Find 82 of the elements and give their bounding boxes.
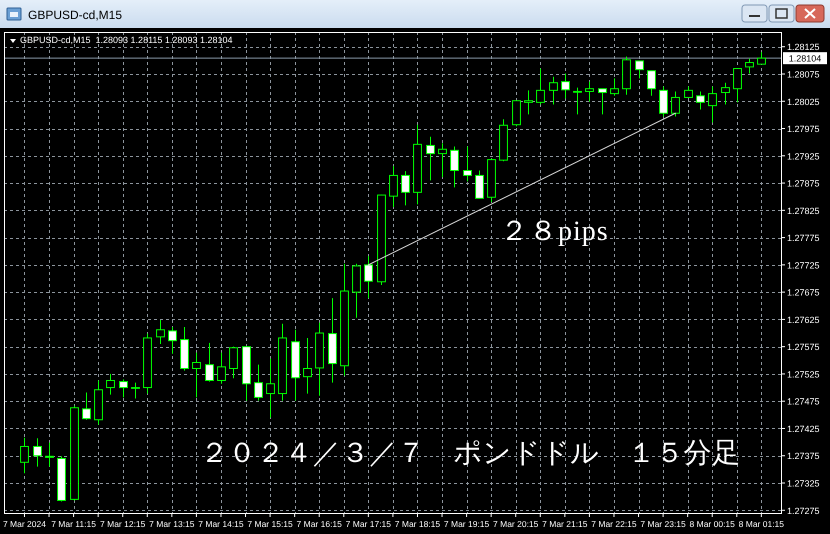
y-tick-label: 1.27275 bbox=[787, 506, 820, 516]
x-tick-label: 7 Mar 13:15 bbox=[149, 519, 195, 529]
x-tick-label: 7 Mar 11:15 bbox=[51, 519, 96, 529]
candlestick bbox=[647, 70, 656, 96]
y-tick-label: 1.27325 bbox=[787, 478, 820, 489]
candlestick bbox=[463, 146, 472, 182]
candlestick bbox=[266, 358, 275, 418]
candlestick bbox=[524, 90, 533, 115]
x-tick-label: 7 Mar 22:15 bbox=[591, 519, 637, 529]
candlestick bbox=[659, 86, 668, 118]
candlestick bbox=[745, 58, 754, 74]
candlestick bbox=[106, 373, 115, 396]
x-tick-label: 7 Mar 14:15 bbox=[198, 519, 244, 529]
x-tick-label: 7 Mar 16:15 bbox=[296, 519, 342, 529]
y-tick-label: 1.27525 bbox=[787, 369, 820, 380]
candlestick bbox=[156, 319, 165, 344]
y-tick-label: 1.27925 bbox=[787, 151, 820, 162]
candlestick bbox=[119, 378, 128, 398]
chart-subtitle: GBPUSD-cd,M15 1.28093 1.28115 1.28093 1.28104 bbox=[20, 35, 232, 45]
candlestick bbox=[254, 364, 263, 402]
candlestick bbox=[168, 326, 177, 354]
x-tick-label: 7 Mar 20:15 bbox=[493, 519, 539, 529]
candlestick bbox=[733, 68, 742, 103]
candlestick bbox=[450, 146, 459, 188]
candlestick bbox=[512, 100, 521, 127]
y-tick-label: 1.27425 bbox=[787, 424, 820, 434]
y-tick-label: 1.28025 bbox=[787, 96, 820, 107]
candlestick bbox=[684, 86, 693, 98]
candlestick bbox=[364, 256, 373, 299]
y-tick-label: 1.28125 bbox=[787, 42, 820, 52]
y-tick-label: 1.27775 bbox=[787, 233, 820, 244]
candlestick bbox=[536, 68, 545, 106]
x-tick-label: 7 Mar 17:15 bbox=[346, 519, 392, 529]
y-tick-label: 1.27825 bbox=[787, 206, 820, 216]
candlestick bbox=[549, 76, 558, 106]
candlestick bbox=[696, 90, 705, 110]
x-tick-label: 7 Mar 2024 bbox=[2, 519, 46, 529]
candlestick bbox=[426, 136, 435, 181]
chart-title: GBPUSD-cd,M15 bbox=[28, 8, 122, 22]
y-tick-label: 1.27725 bbox=[787, 260, 820, 270]
x-tick-label: 7 Mar 23:15 bbox=[640, 519, 686, 529]
candlestick bbox=[475, 170, 484, 199]
candlestick bbox=[82, 392, 91, 420]
y-tick-label: 1.27975 bbox=[787, 124, 820, 134]
candlestick bbox=[389, 166, 398, 208]
y-tick-label: 1.27475 bbox=[787, 396, 820, 407]
ref-line-label: 1.28104 bbox=[788, 54, 822, 64]
y-tick-label: 1.27625 bbox=[787, 314, 820, 325]
candlestick bbox=[192, 352, 201, 398]
candlestick bbox=[708, 86, 717, 124]
y-tick-label: 1.27375 bbox=[787, 451, 820, 462]
x-tick-label: 7 Mar 12:15 bbox=[100, 519, 146, 529]
candlestick bbox=[561, 72, 570, 100]
candlestick bbox=[585, 81, 594, 102]
y-tick-label: 1.27675 bbox=[787, 288, 820, 298]
candlestick bbox=[598, 88, 607, 115]
candlestick bbox=[401, 170, 410, 206]
y-tick-label: 1.28075 bbox=[787, 69, 820, 80]
candlestick bbox=[671, 90, 680, 118]
candlestick bbox=[131, 382, 140, 399]
x-tick-label: 7 Mar 21:15 bbox=[542, 519, 588, 529]
y-tick-label: 1.27875 bbox=[787, 178, 820, 189]
candlestick bbox=[33, 438, 42, 468]
candlestick bbox=[303, 337, 312, 394]
x-tick-label: 8 Mar 00:15 bbox=[690, 519, 736, 529]
candlestick bbox=[205, 342, 214, 382]
candlestick bbox=[45, 442, 54, 468]
y-tick-label: 1.27575 bbox=[787, 342, 820, 352]
candlestick bbox=[757, 52, 766, 65]
candlestick bbox=[438, 142, 447, 178]
candlestick bbox=[721, 82, 730, 106]
candlestick bbox=[635, 60, 644, 79]
x-tick-label: 7 Mar 19:15 bbox=[444, 519, 490, 529]
candlestick bbox=[217, 352, 226, 384]
candlestick bbox=[229, 346, 238, 379]
x-tick-label: 7 Mar 15:15 bbox=[247, 519, 294, 529]
candlestick bbox=[573, 87, 582, 115]
x-tick-label: 7 Mar 18:15 bbox=[394, 519, 440, 529]
candlestick bbox=[610, 78, 619, 96]
annotation: ２８pips bbox=[500, 216, 609, 247]
x-tick-label: 8 Mar 01:15 bbox=[738, 519, 784, 529]
candlestick bbox=[20, 437, 29, 474]
